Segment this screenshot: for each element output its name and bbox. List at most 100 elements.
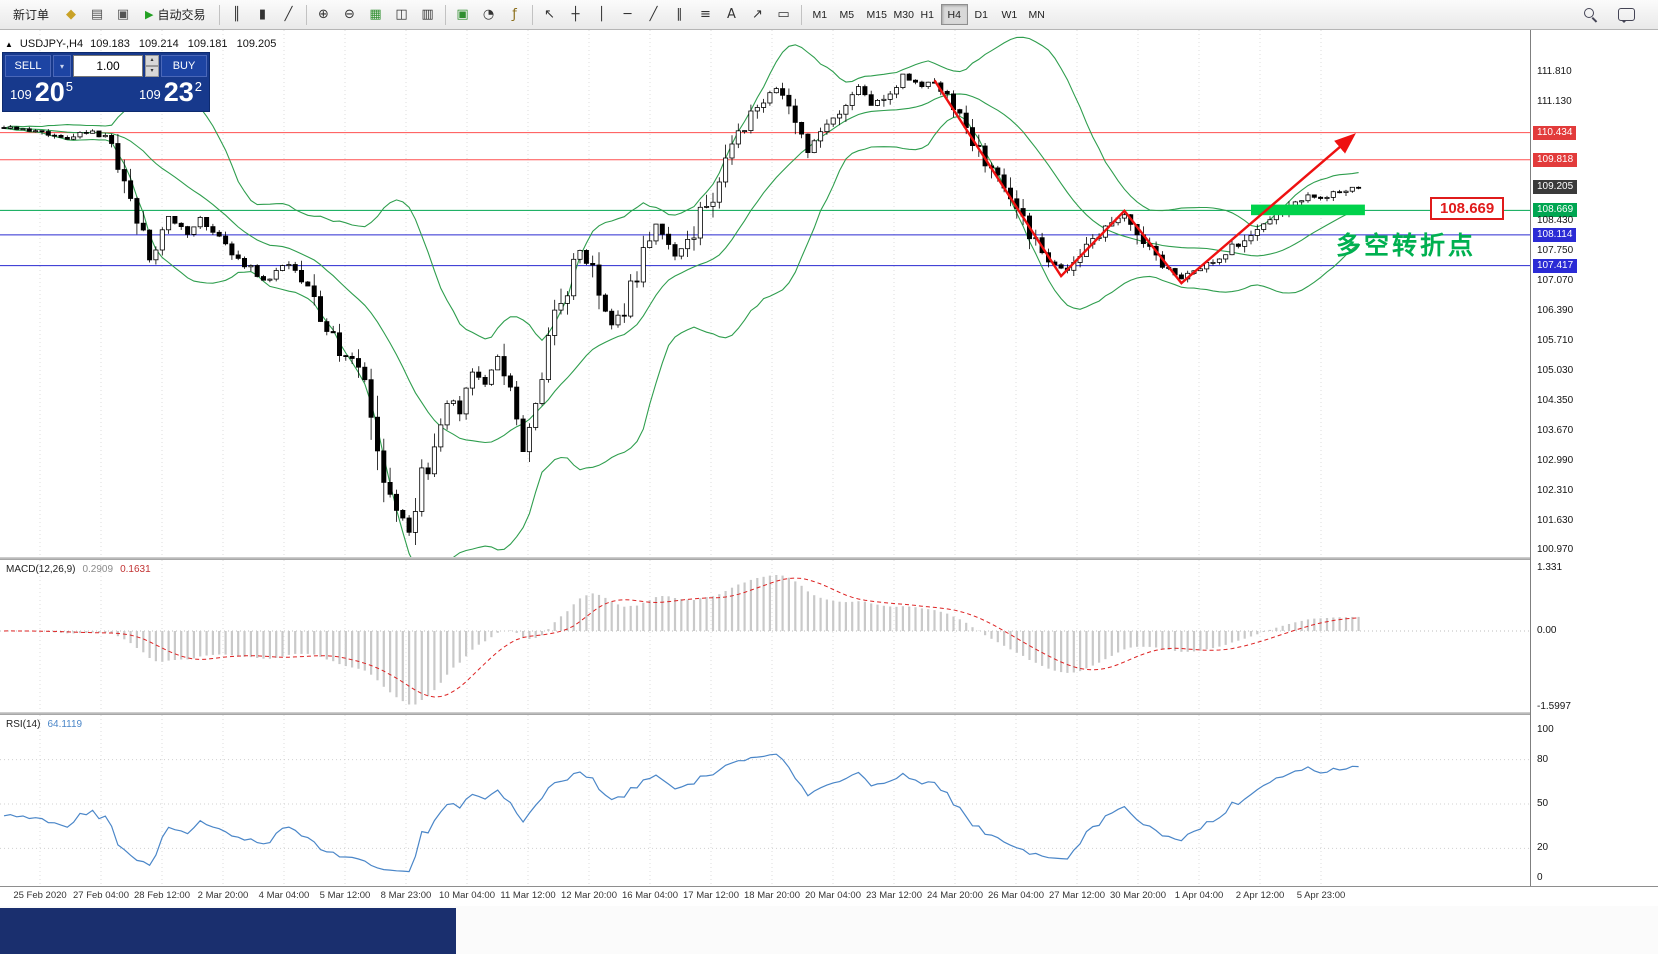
zoom-toolbar-group: ⊕ ⊖ (311, 3, 363, 27)
objects-toolbar-group: ▣ ◔ ƒ (450, 3, 528, 27)
time-axis-label: 10 Mar 04:00 (439, 890, 495, 901)
main-chart-canvas[interactable] (0, 30, 1530, 557)
sell-price-point: 5 (65, 79, 73, 94)
styles-button[interactable]: ◆ (59, 3, 83, 27)
ohlc-low: 109.181 (187, 38, 228, 50)
windows-toolbar-group: ▦ ◫ ▥ (363, 3, 441, 27)
volume-up-icon[interactable]: ▴ (145, 55, 159, 66)
vertical-line-button[interactable]: │ (590, 3, 614, 27)
time-axis-label: 23 Mar 12:00 (866, 890, 922, 901)
horizontal-line-button[interactable]: ─ (616, 3, 640, 27)
cascade-windows-button[interactable]: ◫ (390, 3, 414, 27)
text-tool-button[interactable]: A (720, 3, 744, 27)
print-preview-button[interactable]: ▣ (111, 3, 135, 27)
auto-trading-button[interactable]: ▶ 自动交易 (137, 3, 213, 27)
chart-annotation-text[interactable]: 多空转折点 (1336, 232, 1477, 260)
price-axis-label-111.130: 111.130 (1537, 95, 1572, 107)
auto-trading-icon: ▶ (145, 8, 154, 21)
line-chart-icon: ╱ (284, 7, 293, 22)
bar-chart-button[interactable]: ║ (225, 3, 249, 27)
time-axis-label: 1 Apr 04:00 (1174, 890, 1224, 901)
time-axis-label: 28 Feb 12:00 (134, 890, 190, 901)
crosshair-button[interactable]: ┼ (564, 3, 588, 27)
text-tool-icon: A (727, 7, 736, 22)
ohlc-high: 109.214 (138, 38, 179, 50)
shapes-button[interactable]: ▭ (772, 3, 796, 27)
bottom-window-fragment[interactable] (0, 908, 456, 954)
time-axis-label: 27 Mar 12:00 (1049, 890, 1105, 901)
timeframe-m15-button[interactable]: M15 (860, 4, 887, 25)
sell-price[interactable]: 109 20 5 (10, 77, 73, 107)
price-callout-label[interactable]: 108.669 (1430, 197, 1505, 220)
timeframe-m1-button[interactable]: M1 (806, 4, 833, 25)
channel-icon: ∥ (676, 7, 683, 22)
indicators-button[interactable]: ƒ (503, 3, 527, 27)
timeframe-h1-button[interactable]: H1 (914, 4, 941, 25)
channel-button[interactable]: ∥ (668, 3, 692, 27)
timeframe-w1-button[interactable]: W1 (995, 4, 1022, 25)
price-axis-label-110.434: 110.434 (1533, 125, 1577, 140)
collapse-one-click-icon[interactable]: ▲ (5, 39, 13, 49)
price-axis-label-105.710: 105.710 (1537, 334, 1574, 346)
new-order-button[interactable]: 新订单 (5, 3, 57, 27)
cursor-icon: ↖ (544, 7, 555, 22)
timeframe-h4-button[interactable]: H4 (940, 4, 968, 25)
volume-dropdown-button[interactable]: ▾ (53, 55, 72, 77)
cursor-button[interactable]: ↖ (538, 3, 562, 27)
trendline-button[interactable]: ╱ (642, 3, 666, 27)
rsi-axis-label-20: 20 (1537, 842, 1549, 854)
toolbar-separator (531, 4, 533, 25)
trend-zigzag-arrow[interactable] (933, 79, 1356, 285)
time-axis[interactable]: 25 Feb 2020 27 Feb 04:00 28 Feb 12:00 2 Mar… (0, 886, 1658, 906)
rsi-axis-label-0: 0 (1537, 872, 1543, 883)
chart-type-toolbar-group: ║ ▮ ╱ (224, 3, 302, 27)
price-axis[interactable]: 111.810 111.130 110.434 109.818 109.205 108.6… (1530, 30, 1658, 886)
rsi-canvas[interactable] (0, 715, 1530, 884)
time-axis-label: 26 Mar 04:00 (988, 890, 1044, 901)
buy-price[interactable]: 109 23 2 (139, 79, 202, 106)
new-chart-button[interactable]: ▣ (451, 3, 475, 27)
panel-splitter[interactable] (0, 557, 1658, 560)
macd-canvas[interactable] (0, 560, 1530, 712)
price-axis-label-101.630: 101.630 (1537, 514, 1574, 526)
sell-price-figure: 109 (10, 87, 32, 102)
rsi-axis-label-50: 50 (1537, 798, 1549, 809)
panel-splitter[interactable] (0, 712, 1658, 715)
volume-stepper: ▴ ▾ (145, 55, 159, 77)
timeframe-d1-button[interactable]: D1 (968, 4, 995, 25)
time-axis-label: 5 Apr 23:00 (1296, 890, 1346, 901)
timeframe-mn-button[interactable]: MN (1022, 4, 1049, 25)
search-button[interactable] (1578, 3, 1602, 27)
volume-down-icon[interactable]: ▾ (145, 66, 159, 77)
time-axis-label: 20 Mar 04:00 (805, 890, 861, 901)
rsi-header: RSI(14) 64.1119 (6, 719, 89, 730)
chat-button[interactable] (1614, 3, 1639, 27)
zoom-in-button[interactable]: ⊕ (312, 3, 336, 27)
candlestick-button[interactable]: ▮ (251, 3, 275, 27)
time-axis-label: 2 Apr 12:00 (1235, 890, 1285, 901)
sell-price-pips: 20 (34, 77, 65, 107)
zoom-out-button[interactable]: ⊖ (338, 3, 362, 27)
period-clock-button[interactable]: ◔ (477, 3, 501, 27)
timeframe-m30-button[interactable]: M30 (887, 4, 914, 25)
buy-button[interactable]: BUY (161, 55, 207, 77)
fibonacci-button[interactable]: ≡ (694, 3, 718, 27)
shapes-icon: ▭ (777, 7, 790, 22)
buy-price-figure: 109 (139, 87, 161, 102)
arrange-windows-button[interactable]: ▥ (416, 3, 440, 27)
print-button[interactable]: ▤ (85, 3, 109, 27)
tile-windows-button[interactable]: ▦ (364, 3, 388, 27)
volume-input[interactable]: 1.00 (73, 55, 143, 77)
line-chart-button[interactable]: ╱ (277, 3, 301, 27)
price-axis-label-109.818: 109.818 (1533, 152, 1578, 167)
main-toolbar: 新订单 ◆ ▤ ▣ ▶ 自动交易 ║ ▮ ╱ ⊕ ⊖ ▦ ◫ ▥ ▣ ◔ ƒ ↖ ┼ │ ─ ╱ ∥ ≡ A ↗ ▭… (0, 0, 1658, 30)
support-zone-highlight[interactable] (1251, 204, 1365, 216)
arrow-tool-button[interactable]: ↗ (746, 3, 770, 27)
search-icon (1583, 8, 1597, 21)
candlestick-icon: ▮ (258, 7, 267, 22)
drawing-toolbar-group: ↖ ┼ │ ─ ╱ ∥ ≡ A ↗ ▭ (537, 3, 797, 27)
timeframe-m5-button[interactable]: M5 (833, 4, 860, 25)
zoom-in-icon: ⊕ (318, 7, 329, 22)
sell-button[interactable]: SELL (5, 55, 51, 77)
